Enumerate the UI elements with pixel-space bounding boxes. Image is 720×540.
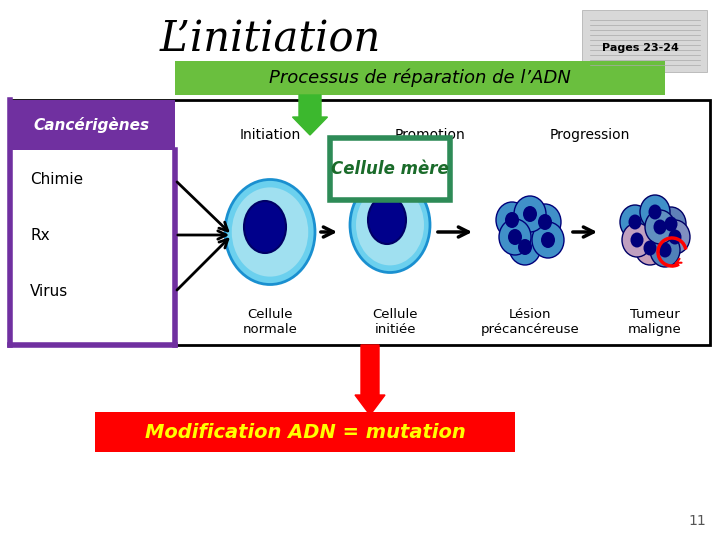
Text: Cellule
initiée: Cellule initiée [372,308,418,336]
Ellipse shape [659,242,672,258]
Ellipse shape [654,219,667,234]
Text: L’initiation: L’initiation [159,19,381,61]
Text: Progression: Progression [550,128,630,142]
Text: Virus: Virus [30,285,68,300]
Text: Chimie: Chimie [30,172,83,187]
Ellipse shape [640,195,670,229]
Ellipse shape [532,222,564,258]
Ellipse shape [660,220,690,254]
FancyBboxPatch shape [330,138,450,200]
FancyBboxPatch shape [175,61,665,95]
Ellipse shape [529,204,561,240]
Ellipse shape [518,239,532,255]
Ellipse shape [631,233,644,247]
Ellipse shape [622,223,652,257]
Ellipse shape [514,196,546,232]
Text: Initiation: Initiation [239,128,301,142]
Ellipse shape [496,202,528,238]
Ellipse shape [668,230,682,245]
Ellipse shape [244,201,286,253]
Ellipse shape [656,207,686,241]
FancyBboxPatch shape [582,10,707,72]
Ellipse shape [350,178,430,273]
Text: Cellule
normale: Cellule normale [243,308,297,336]
Ellipse shape [629,214,642,230]
Ellipse shape [650,233,680,267]
Ellipse shape [649,205,662,219]
Ellipse shape [505,212,519,228]
Text: Cellule mère: Cellule mère [331,160,449,178]
Text: Rx: Rx [30,227,50,242]
Ellipse shape [620,205,650,239]
FancyBboxPatch shape [95,412,515,452]
Ellipse shape [635,231,665,265]
Text: Pages 23-24: Pages 23-24 [602,43,678,53]
Ellipse shape [538,214,552,230]
Ellipse shape [509,229,541,265]
Ellipse shape [645,210,675,244]
Ellipse shape [499,219,531,255]
Bar [10,100,710,345]
Text: Modification ADN = mutation: Modification ADN = mutation [145,422,465,442]
Ellipse shape [225,179,315,285]
Ellipse shape [368,196,406,244]
Text: Cancérigènes: Cancérigènes [34,117,150,133]
Bar [18,155,168,340]
Text: 11: 11 [688,514,706,528]
FancyArrow shape [292,95,328,135]
Text: Lésion
précancéreuse: Lésion précancéreuse [481,308,580,336]
FancyBboxPatch shape [10,100,175,150]
Ellipse shape [644,240,657,255]
Ellipse shape [508,229,522,245]
Text: Promotion: Promotion [395,128,465,142]
Ellipse shape [232,187,308,276]
Ellipse shape [523,206,537,222]
Ellipse shape [356,185,424,265]
FancyArrow shape [355,345,385,415]
Text: Processus de réparation de l’ADN: Processus de réparation de l’ADN [269,69,571,87]
Ellipse shape [665,217,678,232]
Text: Tumeur
maligne: Tumeur maligne [628,308,682,336]
Ellipse shape [541,232,555,248]
